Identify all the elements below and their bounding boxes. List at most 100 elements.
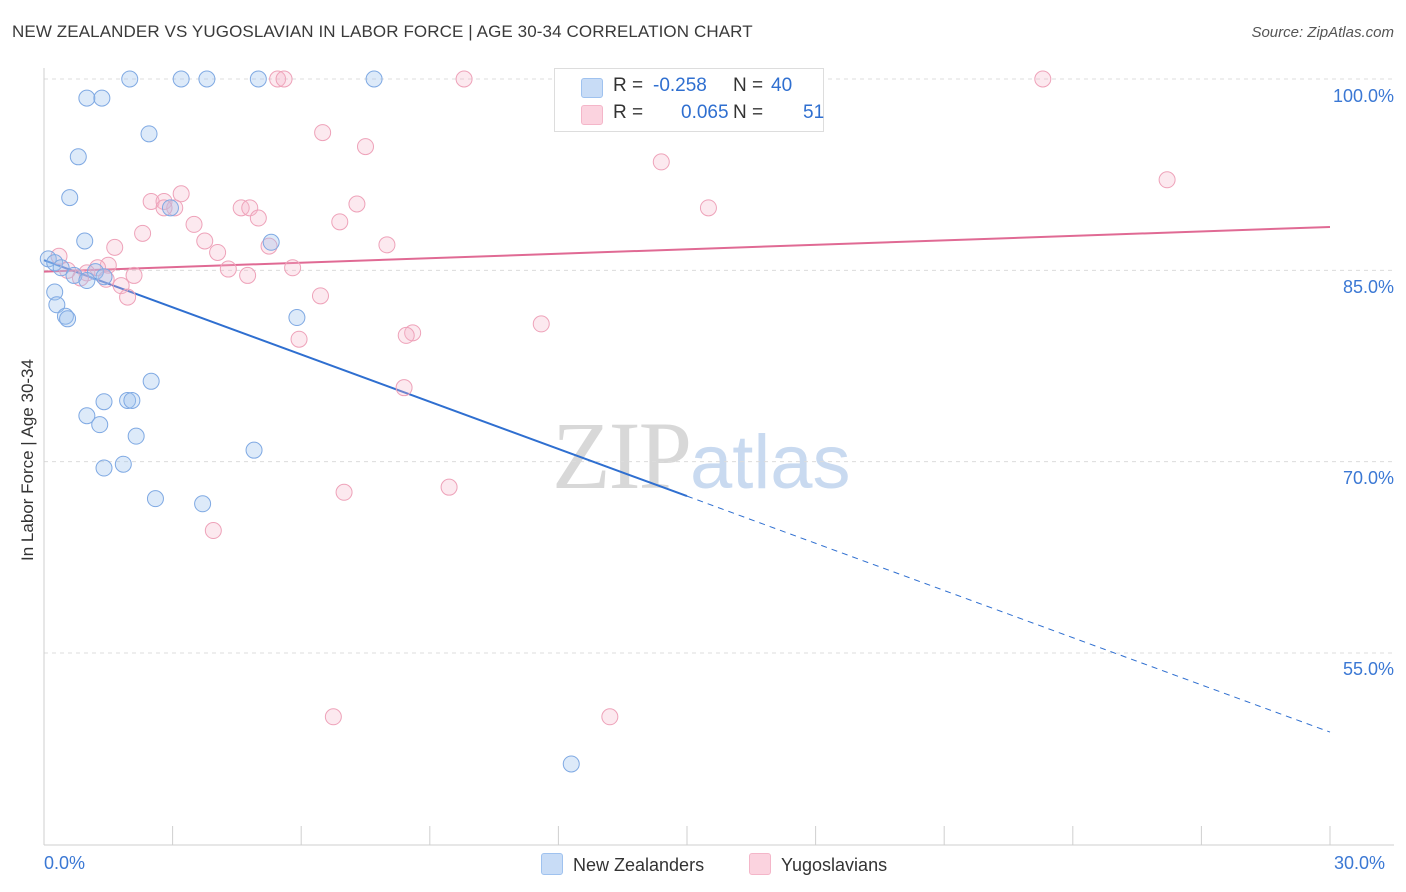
trend-line-new-zealanders [43,259,688,498]
point-new-zealander [59,310,77,328]
data-points [39,70,1176,773]
point-yugoslavian [601,708,619,726]
source-label: Source: ZipAtlas.com [1251,24,1394,41]
point-new-zealander [78,407,96,425]
point-new-zealander [95,459,113,477]
point-new-zealander [249,70,267,88]
point-yugoslavian [125,266,143,284]
legend-n-label: N = [733,102,764,123]
point-new-zealander [262,233,280,251]
point-yugoslavian [232,199,250,217]
grid-lines [44,78,1394,654]
point-new-zealander [95,268,113,286]
point-new-zealander [61,189,79,207]
point-yugoslavian [249,209,267,227]
watermark-atlas: atlas [690,420,851,505]
axes [43,68,1394,846]
legend-swatch-pink [581,105,603,125]
x-tick-label-max: 30.0% [1334,853,1386,873]
point-yugoslavian [357,138,374,156]
point-new-zealander [78,89,96,107]
point-yugoslavian [532,315,550,333]
legend-swatch-blue [581,78,603,98]
legend-r-value: -0.258 [653,75,707,96]
y-axis-label: In Labor Force | Age 30-34 [18,359,37,561]
legend-n-value: 40 [771,75,793,96]
point-yugoslavian [239,266,257,284]
point-yugoslavian [378,236,396,254]
series-legend-yugoslavians: Yugoslavians [749,853,887,876]
point-yugoslavian [397,326,415,344]
chart-title: NEW ZEALANDER VS YUGOSLAVIAN IN LABOR FO… [12,22,753,41]
point-yugoslavian [348,195,366,213]
series-swatch-blue [541,853,563,875]
point-yugoslavian [155,199,173,217]
trend-line-new-zealanders-extension [686,495,1331,733]
series-name: Yugoslavians [781,855,888,875]
point-new-zealander [288,309,306,327]
point-new-zealander [52,259,70,277]
point-yugoslavian [196,232,214,250]
point-new-zealander [194,495,212,513]
point-new-zealander [48,296,66,314]
point-new-zealander [198,70,216,88]
point-yugoslavian [275,70,293,88]
series-name: New Zealanders [573,855,705,875]
legend-n-label: N = [733,75,764,96]
point-yugoslavian [269,70,287,88]
point-new-zealander [91,416,109,434]
point-new-zealander [95,393,113,411]
point-yugoslavian [324,708,342,726]
x-tick-label-min: 0.0% [44,853,86,873]
point-yugoslavian [209,243,227,261]
point-new-zealander [119,391,137,409]
point-yugoslavian [155,192,173,210]
series-legend-new-zealanders: New Zealanders [541,853,704,876]
trend-lines [43,225,1331,733]
point-new-zealander [123,391,141,409]
legend-n-value: 51 [803,102,825,123]
point-new-zealander [562,755,580,773]
point-new-zealander [142,372,160,390]
point-new-zealander [121,70,139,88]
point-yugoslavian [314,124,332,142]
point-yugoslavian [290,330,308,348]
trend-line-yugoslavians [43,225,1331,273]
point-yugoslavian [134,224,152,242]
point-new-zealander [65,266,83,284]
point-new-zealander [161,199,179,217]
y-tick-label-70: 70.0% [1342,468,1394,488]
point-new-zealander [93,89,111,107]
point-new-zealander [46,283,64,301]
stats-legend: R = -0.258 N = 40 R = 0.065 N = 51 [554,68,824,132]
point-yugoslavian [311,287,329,305]
point-yugoslavian [1158,171,1176,189]
point-new-zealander [69,148,87,166]
point-yugoslavian [652,153,670,171]
point-yugoslavian [455,70,473,88]
point-yugoslavian [119,288,137,306]
y-tick-label-55: 55.0% [1342,659,1394,679]
point-new-zealander [245,441,263,459]
point-yugoslavian [699,199,717,217]
point-new-zealander [78,272,96,290]
legend-r-label: R = [613,75,644,96]
point-yugoslavian [204,522,222,540]
point-yugoslavian [1034,70,1052,88]
point-yugoslavian [106,238,124,256]
legend-r-label: R = [613,102,644,123]
point-new-zealander [114,455,132,473]
point-yugoslavian [219,260,237,278]
legend-r-value: 0.065 [681,102,729,123]
series-swatch-pink [749,853,771,875]
point-yugoslavian [395,379,413,397]
point-new-zealander [172,70,190,88]
point-new-zealander [86,263,104,281]
point-new-zealander [146,490,164,508]
point-new-zealander [127,427,145,445]
y-tick-label-100: 100.0% [1332,86,1394,106]
point-new-zealander [365,70,383,88]
point-yugoslavian [331,213,349,231]
point-yugoslavian [335,483,353,501]
